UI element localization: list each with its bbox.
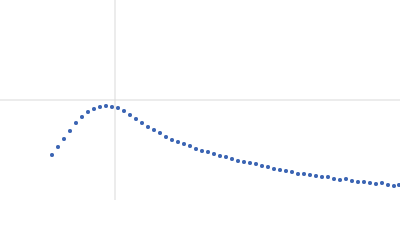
point [374,182,378,186]
point [182,142,186,146]
point [200,149,204,153]
point [236,159,240,163]
point [278,168,282,172]
point [164,135,168,139]
point [266,165,270,169]
point [98,105,102,109]
point [230,157,234,161]
point [218,154,222,158]
point [362,180,366,184]
point [272,167,276,171]
point [326,175,330,179]
point [146,125,150,129]
point [260,164,264,168]
point [92,107,96,111]
point [314,174,318,178]
point [170,138,174,142]
point [74,121,78,125]
point [320,175,324,179]
point [122,109,126,113]
point [254,162,258,166]
point [242,160,246,164]
point [356,180,360,184]
point [56,145,60,149]
point [248,161,252,165]
point [116,106,120,110]
point [290,170,294,174]
point [176,140,180,144]
point [188,144,192,148]
point [284,169,288,173]
point [194,147,198,151]
point [332,177,336,181]
point [338,178,342,182]
point [206,150,210,154]
point [86,110,90,114]
point [140,121,144,125]
point [62,137,66,141]
point [368,181,372,185]
point [80,115,84,119]
point [344,177,348,181]
point [380,181,384,185]
point [104,104,108,108]
point [152,128,156,132]
point [308,173,312,177]
point [128,113,132,117]
point [397,183,400,187]
point [386,183,390,187]
point [296,172,300,176]
point [392,184,396,188]
point [224,155,228,159]
point [350,179,354,183]
point [50,153,54,157]
point [68,129,72,133]
point [158,131,162,135]
point [302,172,306,176]
point [134,117,138,121]
point [212,152,216,156]
point [110,105,114,109]
chart [0,0,400,200]
